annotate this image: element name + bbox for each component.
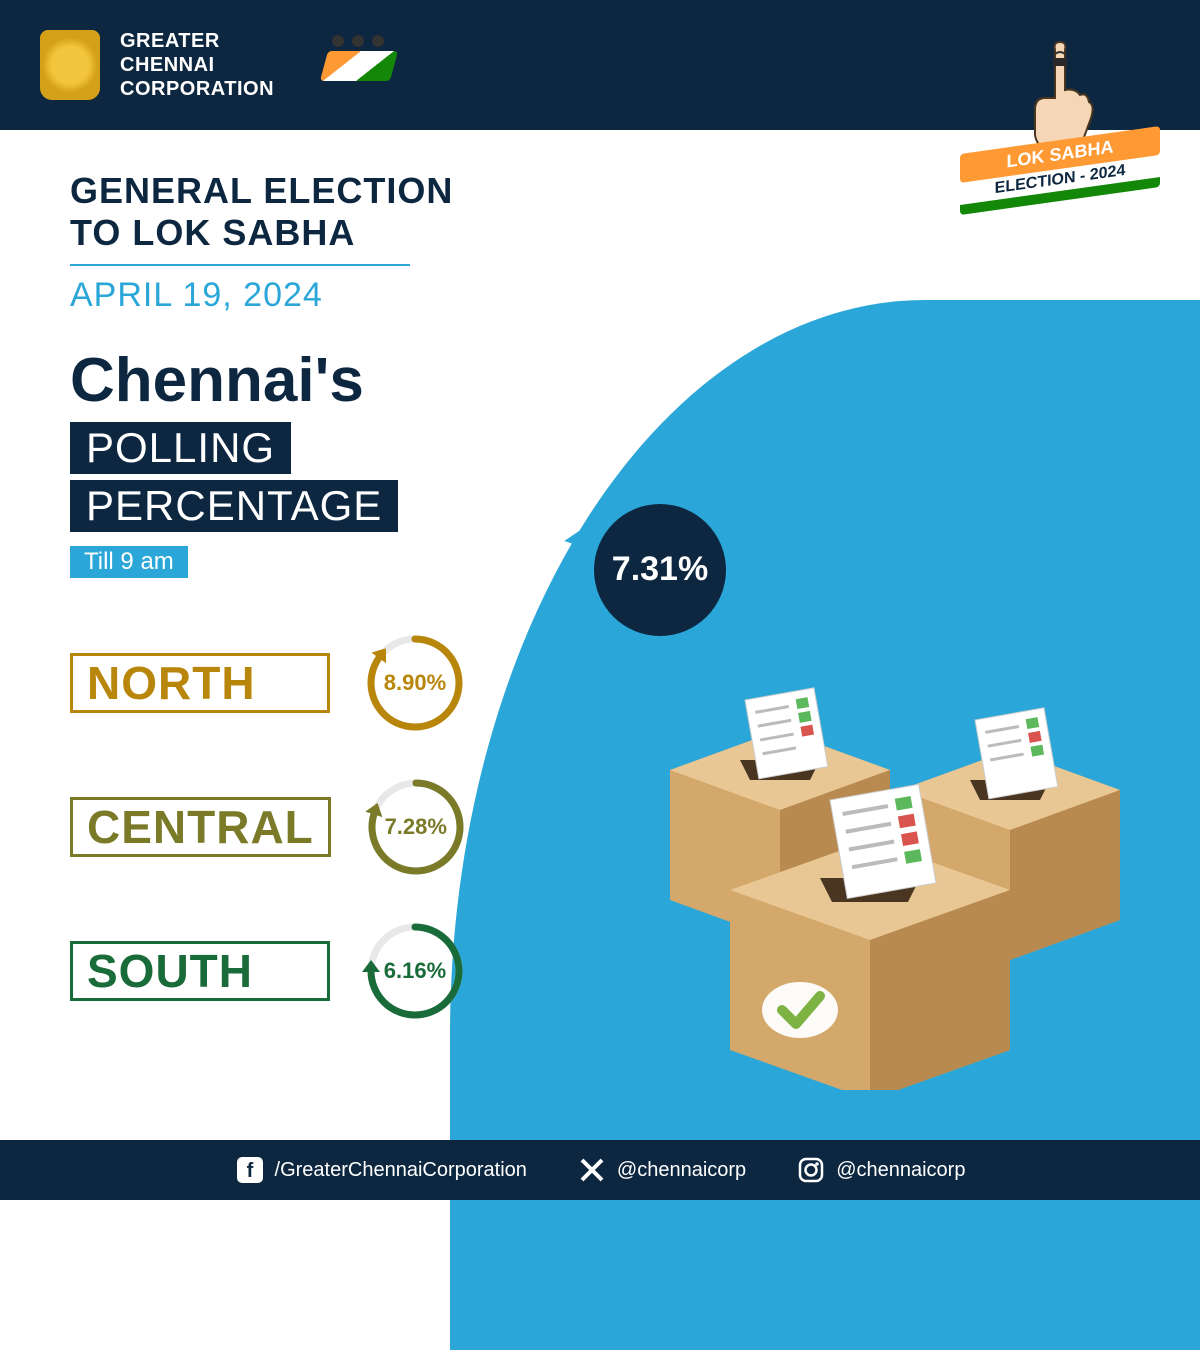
region-pct: 7.28% [361,772,471,882]
svg-text:f: f [246,1160,253,1182]
region-dial: 8.90% [360,628,470,738]
main-content: GENERAL ELECTION TO LOK SABHA APRIL 19, … [0,130,1200,1066]
x-icon [577,1155,607,1185]
svg-text:7.31%: 7.31% [612,550,708,588]
org-line: CORPORATION [120,77,274,101]
x-link[interactable]: @chennaicorp [577,1155,746,1185]
region-dial: 6.16% [360,916,470,1026]
city-name: Chennai's [70,345,1130,416]
x-handle: @chennaicorp [617,1159,746,1182]
title-underline [70,264,410,266]
region-label: NORTH [70,653,330,713]
region-label: SOUTH [70,941,330,1001]
overall-dial: 7.31% [560,460,760,660]
instagram-handle: @chennaicorp [836,1159,965,1182]
footer-bar: f /GreaterChennaiCorporation @chennaicor… [0,1140,1200,1200]
region-pct: 8.90% [360,628,470,738]
loksabha-badge: LOK SABHA ELECTION - 2024 [960,40,1160,240]
facebook-icon: f [235,1155,265,1185]
badge-ribbon: LOK SABHA ELECTION - 2024 [960,140,1160,201]
region-row: SOUTH 6.16% [70,916,1130,1026]
facebook-link[interactable]: f /GreaterChennaiCorporation [235,1155,527,1185]
org-line: CHENNAI [120,53,274,77]
region-pct: 6.16% [360,916,470,1026]
region-dial: 7.28% [361,772,471,882]
instagram-icon [796,1155,826,1185]
region-row: CENTRAL 7.28% [70,772,1130,882]
regions-list: NORTH 8.90% CENTRAL 7.28% SOUTH 6.16% [70,628,1130,1026]
election-date: APRIL 19, 2024 [70,276,1130,315]
facebook-handle: /GreaterChennaiCorporation [275,1159,527,1182]
till-pill: Till 9 am [70,546,188,578]
gcc-logo-icon [40,30,100,100]
instagram-link[interactable]: @chennaicorp [796,1155,965,1185]
finger-icon [1025,40,1095,150]
polling-pill: POLLING [70,422,291,474]
eci-logo-icon [324,35,404,95]
region-label: CENTRAL [70,797,331,857]
org-line: GREATER [120,29,274,53]
percentage-pill: PERCENTAGE [70,480,398,532]
org-name: GREATER CHENNAI CORPORATION [120,29,274,101]
